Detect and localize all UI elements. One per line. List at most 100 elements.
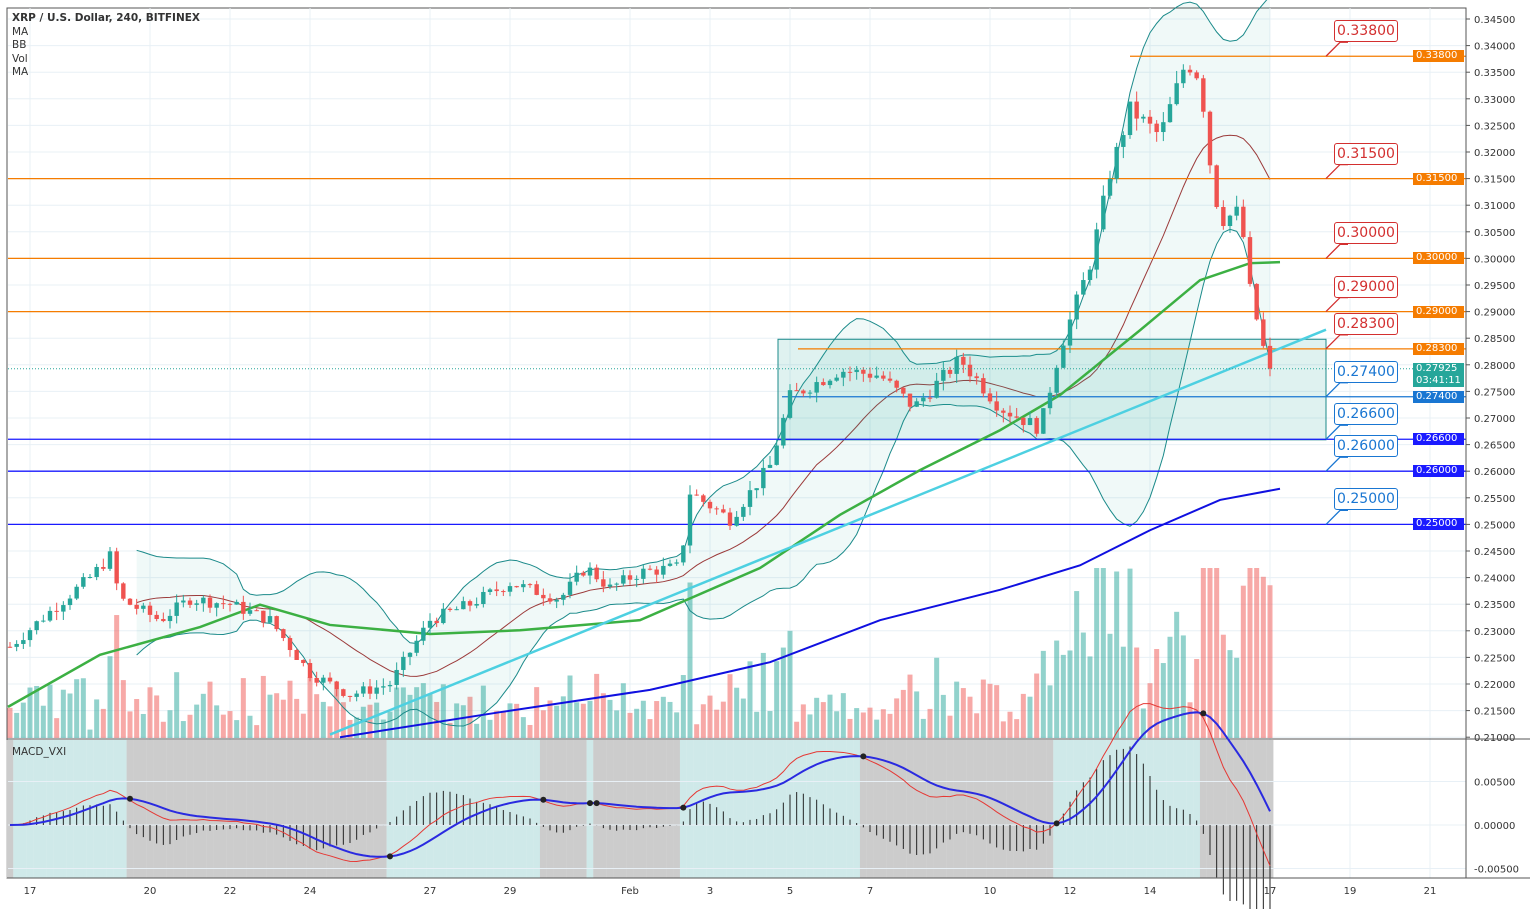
- price-callout[interactable]: 0.31500: [1334, 142, 1398, 165]
- price-tag: 0.31500: [1413, 172, 1464, 185]
- macd-shade: [1219, 740, 1227, 878]
- candle-body: [394, 669, 399, 685]
- candle: [554, 597, 559, 609]
- candle-body: [941, 369, 946, 381]
- volume-bar: [1140, 708, 1146, 738]
- candle: [361, 682, 366, 698]
- macd-shade: [839, 740, 847, 878]
- macd-shade: [613, 740, 621, 878]
- candle-body: [841, 371, 846, 378]
- volume-bar: [960, 688, 966, 738]
- volume-bar: [894, 698, 900, 738]
- price-callout[interactable]: 0.28300: [1334, 312, 1398, 335]
- candle: [854, 366, 859, 380]
- candle-body: [1107, 178, 1113, 196]
- macd-shade: [153, 740, 161, 878]
- macd-shade: [186, 740, 194, 878]
- candle-body: [1147, 116, 1153, 124]
- y-tick-label: 0.31000: [1474, 201, 1515, 212]
- macd-shade: [179, 740, 187, 878]
- candle: [674, 559, 679, 566]
- price-callout[interactable]: 0.27400: [1334, 360, 1398, 383]
- volume-bar: [354, 717, 360, 738]
- volume-bar: [494, 710, 500, 738]
- macd-shade: [499, 740, 507, 878]
- volume-bar: [294, 698, 300, 738]
- legend-bb[interactable]: BB: [12, 39, 27, 51]
- volume-bar: [460, 705, 466, 738]
- macd-shade: [319, 740, 327, 878]
- candle-body: [227, 603, 233, 605]
- candle-body: [1181, 69, 1186, 84]
- price-callout[interactable]: 0.26000: [1334, 435, 1398, 458]
- volume-bar: [607, 699, 613, 738]
- candle: [641, 563, 646, 584]
- macd-shade: [333, 740, 341, 878]
- candle: [354, 690, 359, 702]
- candle: [1034, 416, 1039, 437]
- candle: [274, 615, 279, 632]
- candle: [1114, 142, 1119, 184]
- candle: [1121, 131, 1126, 159]
- candle: [441, 603, 446, 625]
- macd-tick-label: 0.00500: [1474, 778, 1515, 789]
- macd-shade: [246, 740, 254, 878]
- price-callout[interactable]: 0.29000: [1334, 275, 1398, 298]
- candle-body: [581, 572, 586, 576]
- macd-shade: [933, 740, 941, 878]
- legend-ma[interactable]: MA: [12, 25, 29, 38]
- candle-body: [387, 684, 393, 687]
- candle: [101, 558, 106, 571]
- candle-body: [981, 378, 986, 394]
- price-callout[interactable]: 0.30000: [1334, 222, 1398, 245]
- candle: [881, 371, 886, 381]
- volume-bar: [1020, 693, 1026, 738]
- candle: [581, 570, 586, 577]
- macd-tick-label: 0.00000: [1474, 821, 1515, 832]
- candle-body: [34, 621, 39, 631]
- x-tick-label: 24: [304, 886, 317, 897]
- price-callout[interactable]: 0.33800: [1334, 20, 1398, 43]
- candle-body: [421, 627, 426, 641]
- volume-bar: [1014, 719, 1020, 738]
- macd-shade: [753, 740, 761, 878]
- volume-bar: [134, 699, 140, 738]
- candle-body: [847, 371, 853, 373]
- price-callout[interactable]: 0.26600: [1334, 403, 1398, 426]
- candle-body: [707, 501, 713, 509]
- candle: [447, 607, 453, 612]
- volume-bar: [254, 725, 260, 738]
- candle-body: [501, 591, 506, 593]
- candle: [67, 594, 73, 610]
- price-callout[interactable]: 0.25000: [1334, 488, 1398, 511]
- macd-shade: [1006, 740, 1014, 878]
- candle-body: [1161, 122, 1166, 133]
- candle-body: [554, 599, 559, 602]
- candle: [874, 366, 879, 379]
- legend-vol[interactable]: Vol: [12, 52, 28, 65]
- volume-bar: [240, 678, 246, 738]
- volume-bar: [427, 694, 433, 738]
- cross-dot: [593, 800, 600, 807]
- candle-body: [647, 568, 653, 570]
- symbol-title: XRP / U.S. Dollar, 240, BITFINEX: [12, 12, 201, 24]
- macd-line: [9, 703, 1271, 867]
- macd-shade: [999, 740, 1007, 878]
- candle: [347, 695, 353, 702]
- candle: [861, 367, 866, 382]
- macd-title[interactable]: MACD_VXI: [12, 746, 67, 758]
- candle: [701, 493, 706, 507]
- candle: [467, 599, 473, 612]
- volume-bar: [320, 701, 326, 738]
- legend-ma2[interactable]: MA: [12, 66, 29, 78]
- candle: [1241, 199, 1246, 239]
- volume-bar: [1127, 568, 1133, 738]
- candle: [1267, 337, 1273, 377]
- candle: [207, 594, 213, 613]
- candle-body: [1247, 237, 1253, 284]
- candle: [1201, 74, 1206, 118]
- macd-shade: [1019, 740, 1027, 878]
- candle-body: [294, 650, 299, 660]
